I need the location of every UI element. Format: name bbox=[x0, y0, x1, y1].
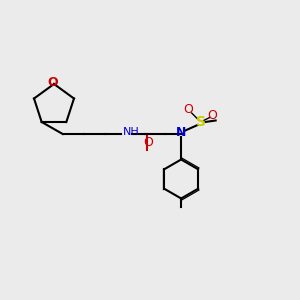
Text: O: O bbox=[208, 110, 218, 122]
Text: O: O bbox=[184, 103, 194, 116]
Text: NH: NH bbox=[123, 128, 140, 137]
Text: O: O bbox=[47, 76, 58, 89]
Text: S: S bbox=[196, 115, 206, 129]
Text: O: O bbox=[143, 136, 153, 149]
Text: N: N bbox=[176, 126, 186, 139]
